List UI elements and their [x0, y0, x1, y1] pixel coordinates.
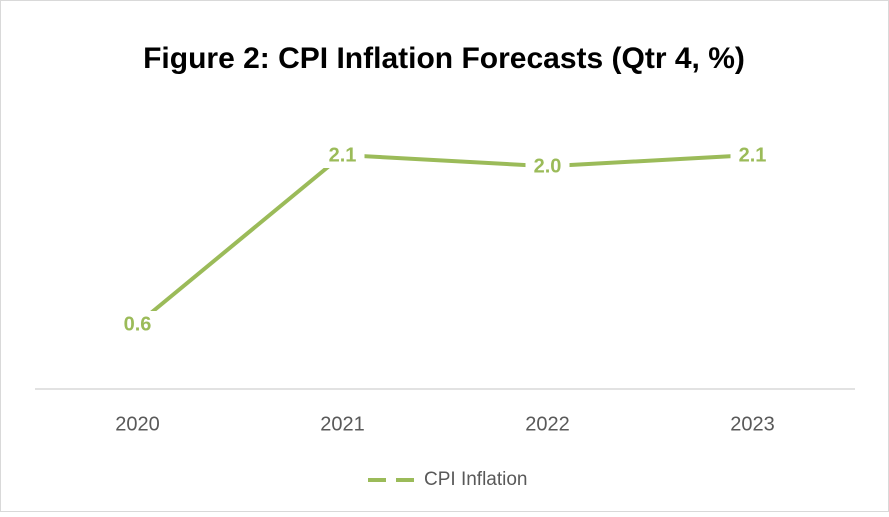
x-tick-label: 2022: [525, 413, 570, 435]
data-label: 2.1: [329, 144, 357, 166]
data-label: 2.0: [534, 156, 562, 178]
x-tick-label: 2021: [320, 413, 365, 435]
label-background: [730, 142, 775, 168]
data-label: 2.1: [739, 144, 767, 166]
data-line: [136, 152, 753, 326]
x-tick-label: 2023: [730, 413, 775, 435]
x-tick-label: 2020: [115, 413, 160, 435]
chart-title: Figure 2: CPI Inflation Forecasts (Qtr 4…: [143, 42, 745, 75]
label-background: [320, 142, 365, 168]
label-background: [525, 153, 570, 180]
legend-label: CPI Inflation: [424, 469, 528, 490]
data-label: 0.6: [124, 313, 152, 335]
label-background: [115, 311, 160, 337]
